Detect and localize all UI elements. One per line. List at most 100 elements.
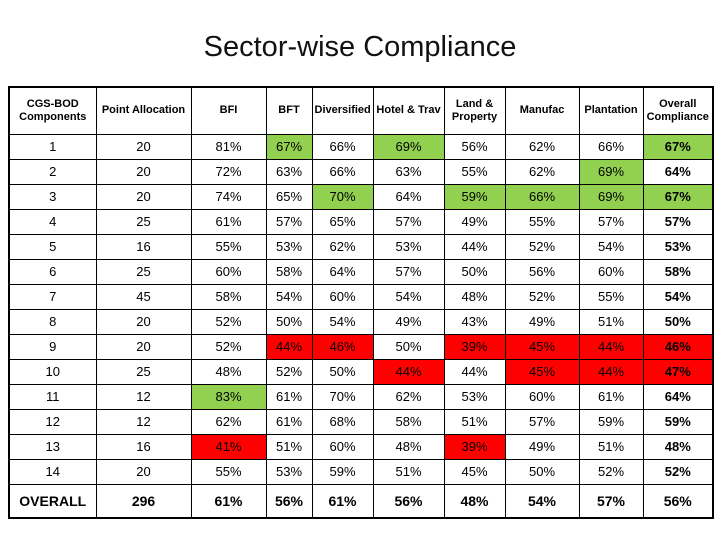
table-cell: 25	[95, 208, 192, 235]
table-cell: 57%	[642, 208, 714, 235]
table-cell: 57%	[504, 408, 580, 435]
table-cell: 66%	[311, 133, 374, 160]
table-cell: 54%	[372, 283, 445, 310]
row-label: 9	[8, 333, 97, 360]
row-label: 11	[8, 383, 97, 410]
table-cell: 54%	[504, 483, 580, 519]
table-cell: 59%	[311, 458, 374, 485]
table-cell: 44%	[443, 358, 506, 385]
table-cell: 59%	[642, 408, 714, 435]
table-cell: 83%	[190, 383, 267, 410]
table-cell: 39%	[443, 433, 506, 460]
table-cell: 20	[95, 133, 192, 160]
table-row: 12 12 62% 61% 68% 58% 51% 57% 59% 59%	[8, 408, 714, 435]
table-cell: 52%	[504, 283, 580, 310]
table-row: 8 20 52% 50% 54% 49% 43% 49% 51% 50%	[8, 308, 714, 335]
table-cell: 45%	[443, 458, 506, 485]
table-cell: 61%	[265, 408, 313, 435]
table-cell: 48%	[443, 483, 506, 519]
table-cell: 64%	[642, 158, 714, 185]
table-cell: 53%	[372, 233, 445, 260]
table-cell: 45%	[504, 333, 580, 360]
table-cell: 54%	[311, 308, 374, 335]
table-row: 7 45 58% 54% 60% 54% 48% 52% 55% 54%	[8, 283, 714, 310]
table-cell: 54%	[578, 233, 644, 260]
column-header: Overall Compliance	[642, 86, 714, 135]
row-label: 7	[8, 283, 97, 310]
table-cell: 39%	[443, 333, 506, 360]
table-cell: 51%	[265, 433, 313, 460]
table-cell: 57%	[265, 208, 313, 235]
table-cell: 49%	[372, 308, 445, 335]
table-cell: 62%	[372, 383, 445, 410]
row-label: 3	[8, 183, 97, 210]
table-cell: 56%	[443, 133, 506, 160]
table-cell: 44%	[372, 358, 445, 385]
table-cell: 72%	[190, 158, 267, 185]
table-row: 14 20 55% 53% 59% 51% 45% 50% 52% 52%	[8, 458, 714, 485]
column-header: Point Allocation	[95, 86, 192, 135]
table-cell: 66%	[504, 183, 580, 210]
column-header: Manufac	[504, 86, 580, 135]
table-cell: 50%	[642, 308, 714, 335]
table-cell: 49%	[504, 433, 580, 460]
table-cell: 64%	[642, 383, 714, 410]
table-cell: 52%	[504, 233, 580, 260]
row-label: 14	[8, 458, 97, 485]
table-cell: 61%	[311, 483, 374, 519]
table-cell: 66%	[311, 158, 374, 185]
table-cell: 16	[95, 233, 192, 260]
table-cell: 81%	[190, 133, 267, 160]
table-cell: 67%	[642, 183, 714, 210]
table-cell: 69%	[578, 158, 644, 185]
row-label: 2	[8, 158, 97, 185]
table-cell: 70%	[311, 383, 374, 410]
table-cell: 65%	[265, 183, 313, 210]
table-cell: 55%	[504, 208, 580, 235]
table-cell: 20	[95, 308, 192, 335]
header-row: CGS-BOD Components Point Allocation BFI BFT…	[8, 86, 714, 135]
table-cell: 16	[95, 433, 192, 460]
table-cell: 52%	[578, 458, 644, 485]
table-cell: 20	[95, 183, 192, 210]
table-body: 1 20 81% 67% 66% 69% 56% 62% 66% 67% 2 20 72% 63% 66% 6…	[8, 133, 714, 519]
table-cell: 50%	[265, 308, 313, 335]
table-cell: 52%	[190, 333, 267, 360]
table-cell: 20	[95, 158, 192, 185]
table-cell: 44%	[578, 358, 644, 385]
table-cell: 43%	[443, 308, 506, 335]
table-cell: 60%	[504, 383, 580, 410]
table-cell: 44%	[265, 333, 313, 360]
table-cell: 65%	[311, 208, 374, 235]
table-cell: 64%	[311, 258, 374, 285]
table-cell: 44%	[443, 233, 506, 260]
row-label: 6	[8, 258, 97, 285]
table-cell: 61%	[190, 208, 267, 235]
table-cell: 70%	[311, 183, 374, 210]
table-cell: 58%	[372, 408, 445, 435]
overall-row: OVERALL 296 61% 56% 61% 56% 48% 54% 57% 56%	[8, 483, 714, 519]
table-cell: 50%	[372, 333, 445, 360]
table-cell: 52%	[642, 458, 714, 485]
table-cell: 54%	[265, 283, 313, 310]
table-row: 13 16 41% 51% 60% 48% 39% 49% 51% 48%	[8, 433, 714, 460]
table-cell: 61%	[578, 383, 644, 410]
table-cell: 58%	[265, 258, 313, 285]
table-cell: 62%	[190, 408, 267, 435]
table-cell: 64%	[372, 183, 445, 210]
table-cell: 60%	[311, 283, 374, 310]
table-cell: 57%	[372, 208, 445, 235]
table-row: 1 20 81% 67% 66% 69% 56% 62% 66% 67%	[8, 133, 714, 160]
table-cell: 67%	[642, 133, 714, 160]
row-label: 13	[8, 433, 97, 460]
table-cell: 61%	[265, 383, 313, 410]
table-cell: 52%	[190, 308, 267, 335]
table-cell: 55%	[190, 233, 267, 260]
table-cell: 51%	[443, 408, 506, 435]
table-cell: 53%	[443, 383, 506, 410]
row-label: 1	[8, 133, 97, 160]
table-cell: 48%	[372, 433, 445, 460]
table-cell: 68%	[311, 408, 374, 435]
table-cell: 51%	[372, 458, 445, 485]
table-cell: 53%	[265, 233, 313, 260]
